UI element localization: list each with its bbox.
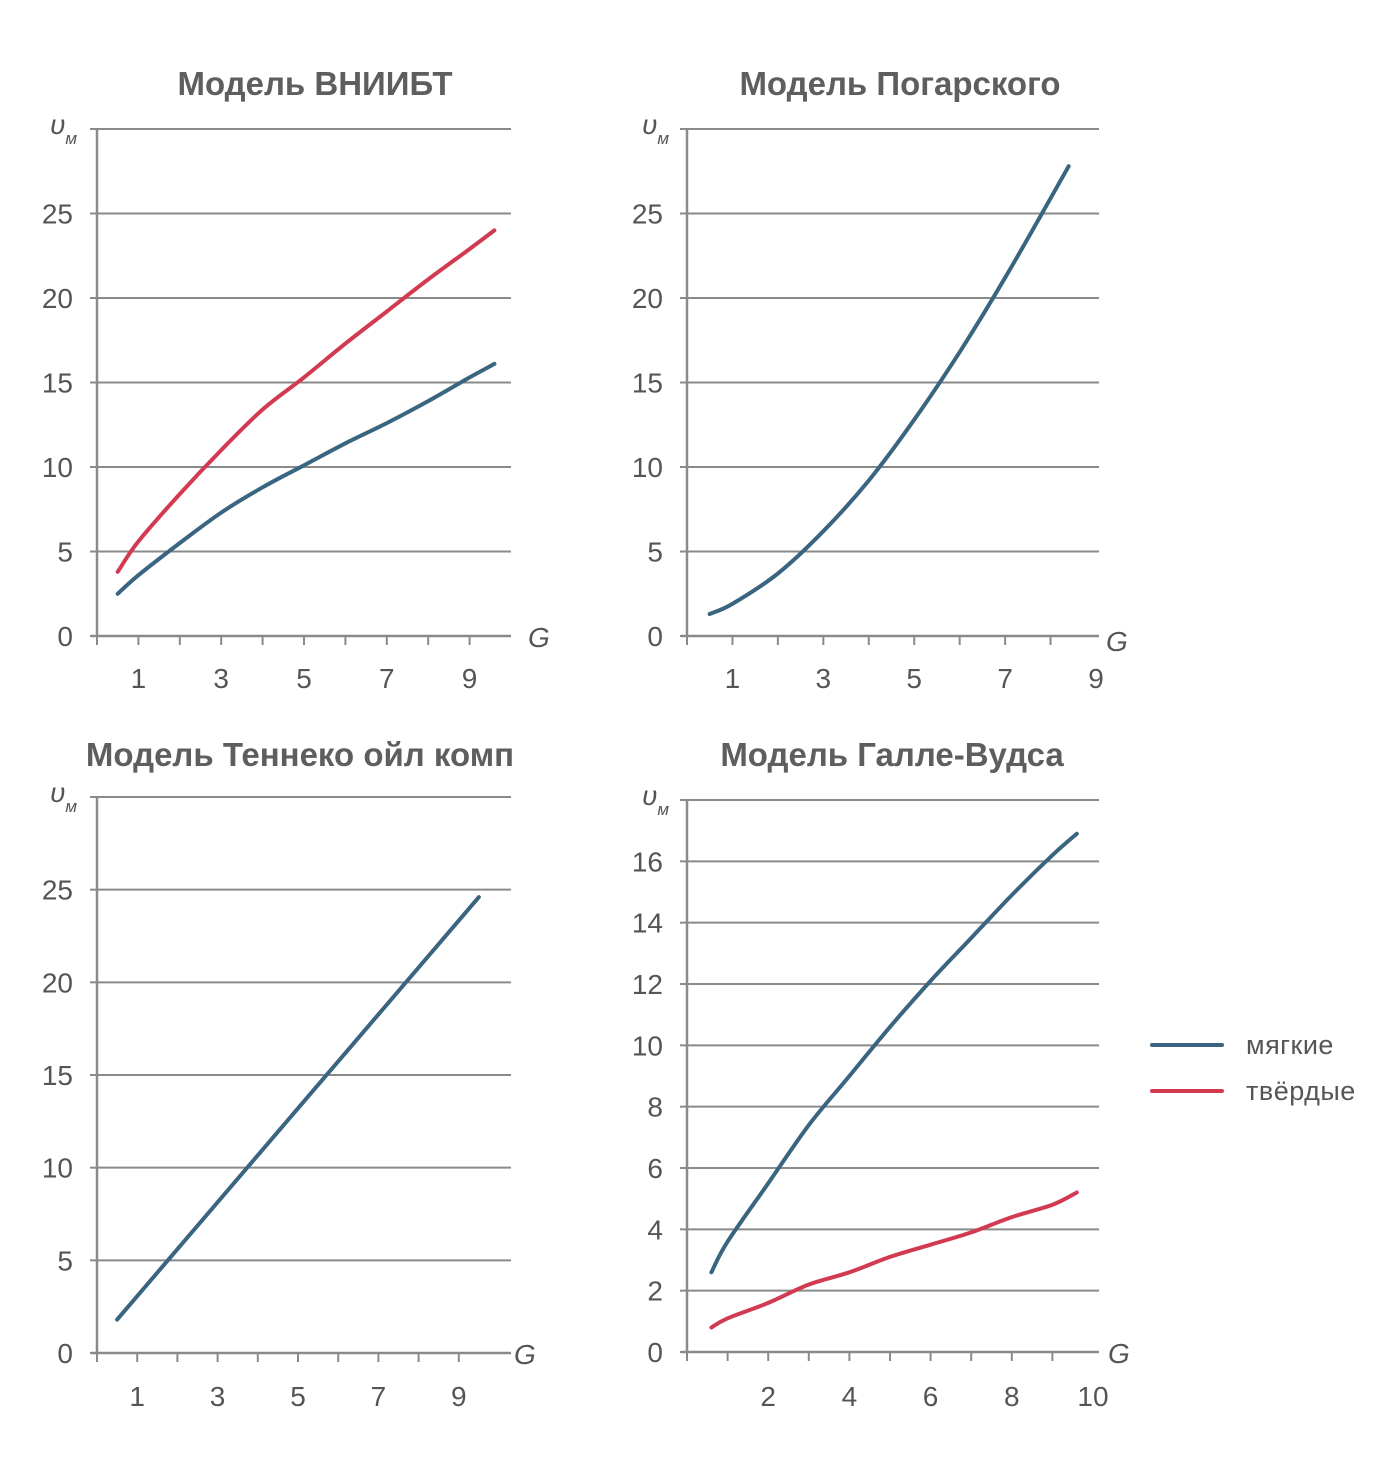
- chart4-y-tick-label: 8: [647, 1092, 663, 1123]
- chart3-title: Модель Теннеко ойл комп: [86, 736, 514, 773]
- legend: мягкие твёрдые: [1150, 1022, 1380, 1114]
- chart3-y-tick-label: 25: [42, 875, 73, 906]
- chart3-series-soft-line: [115, 895, 481, 1322]
- chart1-x-tick-label: 7: [379, 663, 395, 694]
- chart3-y-tick-label: 20: [42, 967, 73, 998]
- chart4-x-tick-label: 6: [923, 1381, 939, 1412]
- chart1-y-tick-label: 20: [42, 283, 73, 314]
- chart2-title: Модель Погарского: [739, 65, 1060, 102]
- chart3-x-label: G: [514, 1339, 536, 1370]
- legend-item-hard: твёрдые: [1150, 1068, 1380, 1114]
- chart4-title: Модель Галле-Вудса: [720, 736, 1064, 773]
- chart3-y-tick-label: 0: [57, 1338, 73, 1369]
- chart2-x-tick-label: 9: [1088, 663, 1104, 694]
- chart2-x-tick-label: 1: [725, 663, 741, 694]
- chart1-x-tick-label: 5: [296, 663, 312, 694]
- chart1-x-tick-label: 9: [462, 663, 478, 694]
- chart4-x-tick-label: 2: [760, 1381, 776, 1412]
- chart4-y-tick-label: 16: [632, 846, 663, 877]
- chart4-y-tick-label: 2: [647, 1276, 663, 1307]
- chart1-y-tick-label: 15: [42, 368, 73, 399]
- legend-swatch-soft: [1150, 1043, 1224, 1047]
- chart4-x-tick-label: 10: [1077, 1381, 1108, 1412]
- chart2-x-label: G: [1106, 626, 1128, 657]
- chart4-y-tick-label: 10: [632, 1030, 663, 1061]
- chart3-y-tick-label: 15: [42, 1060, 73, 1091]
- chart1-y-tick-label: 25: [42, 199, 73, 230]
- chart4-y-tick-label: 4: [647, 1214, 663, 1245]
- chart4-x-tick-label: 4: [842, 1381, 858, 1412]
- chart2-x-tick-label: 5: [906, 663, 922, 694]
- chart3-y-tick-label: 5: [57, 1245, 73, 1276]
- chart3-y-tick-label: 10: [42, 1153, 73, 1184]
- chart4-y-tick-label: 0: [647, 1337, 663, 1368]
- legend-swatch-hard: [1150, 1089, 1224, 1093]
- chart2-y-tick-label: 0: [647, 621, 663, 652]
- chart1-x-tick-label: 1: [131, 663, 147, 694]
- chart2-y-tick-label: 10: [632, 452, 663, 483]
- chart3-x-tick-label: 7: [371, 1381, 387, 1412]
- chart3-x-tick-label: 9: [451, 1381, 467, 1412]
- chart4-series-hard-line: [709, 1190, 1079, 1330]
- chart1-y-label: υм: [50, 109, 77, 148]
- legend-label-soft: мягкие: [1246, 1029, 1334, 1060]
- chart4-y-label: υм: [642, 780, 669, 819]
- chart1-series-soft-line: [115, 361, 497, 596]
- chart4-y-tick-label: 6: [647, 1153, 663, 1184]
- chart2-y-tick-label: 5: [647, 537, 663, 568]
- chart2-x-tick-label: 3: [816, 663, 832, 694]
- chart1-x-tick-label: 3: [213, 663, 229, 694]
- chart1-series-hard-line: [115, 228, 497, 574]
- chart1-y-tick-label: 0: [57, 621, 73, 652]
- legend-label-hard: твёрдые: [1246, 1075, 1356, 1106]
- chart4-y-tick-label: 14: [632, 908, 663, 939]
- legend-item-soft: мягкие: [1150, 1022, 1380, 1068]
- chart3-x-tick-label: 3: [210, 1381, 226, 1412]
- chart1-x-label: G: [528, 622, 550, 653]
- chart4-x-label: G: [1108, 1338, 1130, 1369]
- chart3-y-label: υм: [50, 777, 77, 816]
- chart4-y-tick-label: 12: [632, 969, 663, 1000]
- chart3-x-tick-label: 1: [129, 1381, 145, 1412]
- chart2-y-tick-label: 25: [632, 199, 663, 230]
- chart1-y-tick-label: 5: [57, 537, 73, 568]
- chart1-title: Модель ВНИИБТ: [177, 65, 452, 102]
- chart4-series-soft-line: [709, 831, 1079, 1275]
- chart2-y-tick-label: 20: [632, 283, 663, 314]
- chart1-y-tick-label: 10: [42, 452, 73, 483]
- chart2-x-tick-label: 7: [997, 663, 1013, 694]
- chart4-x-tick-label: 8: [1004, 1381, 1020, 1412]
- chart2-y-label: υм: [642, 109, 669, 148]
- chart3-x-tick-label: 5: [290, 1381, 306, 1412]
- chart2-y-tick-label: 15: [632, 368, 663, 399]
- chart2-series-soft-line: [707, 164, 1071, 616]
